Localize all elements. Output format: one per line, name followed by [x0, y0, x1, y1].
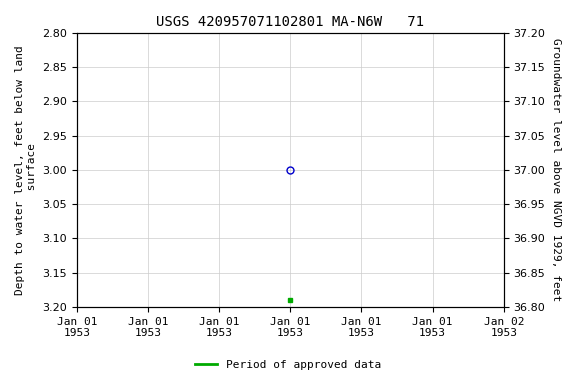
- Y-axis label: Groundwater level above NGVD 1929, feet: Groundwater level above NGVD 1929, feet: [551, 38, 561, 301]
- Y-axis label: Depth to water level, feet below land
 surface: Depth to water level, feet below land su…: [15, 45, 37, 295]
- Legend: Period of approved data: Period of approved data: [191, 356, 385, 375]
- Title: USGS 420957071102801 MA-N6W   71: USGS 420957071102801 MA-N6W 71: [156, 15, 425, 29]
